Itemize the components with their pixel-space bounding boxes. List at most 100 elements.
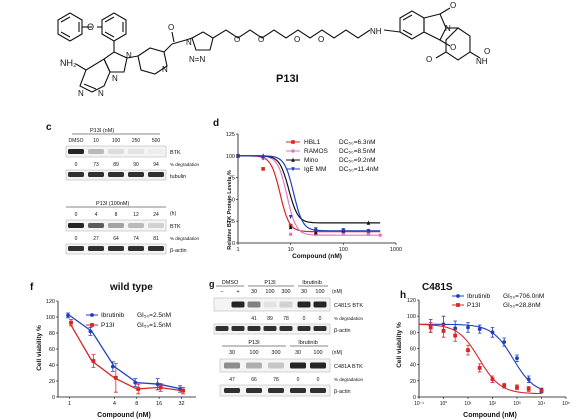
- panel-f-point: [181, 388, 185, 393]
- panel-d-ytick: 0: [232, 241, 235, 247]
- btk-band: [128, 223, 144, 228]
- panel-f-point: [113, 375, 118, 380]
- c481s-btk-band: [263, 301, 277, 308]
- panel-f-point: [69, 320, 73, 325]
- panel-f-point: [110, 364, 115, 369]
- blot1-degradation-value: 0: [75, 162, 78, 168]
- panel-h-point: [526, 377, 531, 382]
- blot2-degradation-value: 64: [113, 236, 119, 242]
- actin-band: [88, 246, 104, 251]
- panel-d-point: [313, 230, 318, 235]
- peg-o1: O: [234, 35, 240, 44]
- panel-h-legend-marker: [456, 303, 460, 307]
- actin-band: [68, 246, 84, 251]
- g1-header-dmso: DMSO: [222, 280, 239, 286]
- panel-h-point: [539, 388, 544, 393]
- panel-h-point: [453, 333, 458, 338]
- panel-f-legend-name: Ibrutinib: [101, 312, 125, 319]
- panel-h-point: [515, 356, 519, 361]
- linker-nh: NH: [370, 27, 382, 36]
- panel-h: h C481S Cell viability % Compound (nM) 0…: [396, 282, 570, 419]
- g1-unit: (nM): [332, 289, 343, 295]
- panel-f-point: [155, 382, 160, 387]
- actin-band: [108, 246, 124, 251]
- tubulin-band: [88, 172, 104, 177]
- panel-h-ytick: 20: [410, 379, 416, 385]
- tubulin-band: [108, 172, 124, 177]
- panel-h-xtick: 10²: [489, 401, 497, 407]
- tubulin-band: [128, 172, 144, 177]
- panel-d-ylabel: Relative BTK Protein Levels %: [227, 170, 233, 250]
- panel-d-legend-dc: DC₅₀=11.4nM: [339, 166, 379, 173]
- panel-d: d Relative BTK Protein Levels % Compound…: [213, 118, 402, 260]
- blot2-lane-label: 4: [95, 212, 98, 218]
- panel-h-xtick: 10³: [513, 401, 521, 407]
- panel-d-point: [366, 232, 371, 237]
- panel-f-ytick: 120: [46, 299, 55, 305]
- blot2-header: P13I (100nM): [96, 201, 129, 207]
- panel-h-point: [490, 330, 495, 335]
- panel-d-legend-dc: DC₅₀=9.2nM: [339, 157, 376, 164]
- blot1-degradation-label: % degradation: [170, 162, 200, 167]
- pyrimidine-n: N: [78, 89, 84, 98]
- panel-d-legend-dc: DC₅₀=6.3nM: [339, 139, 376, 146]
- g1-actin-band: [263, 326, 277, 331]
- btk-band: [148, 223, 164, 228]
- blot1-degradation-value: 89: [113, 162, 119, 168]
- panel-f-legend-gi: GI₅₀=1.5nM: [137, 322, 171, 329]
- g2-degradation-value: 0: [317, 377, 320, 383]
- panel-f-xlabel: Compound (nM): [97, 412, 151, 419]
- g1-header-ibrutinib: Ibrutinib: [302, 280, 322, 286]
- panel-h-xtick: 10¹: [464, 401, 472, 407]
- panel-f-ytick: 40: [49, 363, 55, 369]
- blot2-actin-label: β-actin: [170, 248, 187, 254]
- panel-h-point: [466, 325, 470, 330]
- g1-actin-band: [313, 326, 327, 331]
- peg-o4: O: [318, 35, 324, 44]
- c481a-btk-band: [310, 362, 326, 369]
- blot2-degradation-value: 81: [153, 236, 159, 242]
- blot1-header: P13I (nM): [90, 128, 114, 134]
- g1-actin-band: [247, 326, 261, 331]
- btk-band: [88, 223, 104, 228]
- panel-c-letter: c: [46, 122, 52, 133]
- panel-d-point: [288, 232, 293, 237]
- blot1-degradation-value: 94: [153, 162, 159, 168]
- panel-h-point: [428, 325, 433, 330]
- blot2-degradation-value: 0: [75, 236, 78, 242]
- panel-f-title: wild type: [109, 282, 153, 293]
- panel-h-point: [490, 377, 495, 382]
- panel-f-series-line: [68, 322, 182, 392]
- panel-f-point: [66, 313, 70, 318]
- blot2-btk-label: BTK: [170, 224, 181, 230]
- imide-n: N: [445, 24, 451, 33]
- pyrazole-ring: [103, 51, 128, 73]
- btk-band: [128, 149, 144, 154]
- blot1-lane-label: 500: [152, 138, 161, 144]
- panel-h-point: [477, 327, 482, 331]
- c481s-btk-band: [231, 301, 245, 308]
- panel-f-legend-gi: GI₅₀=2.5nM: [137, 312, 171, 319]
- panel-f-xtick: 16: [156, 401, 162, 407]
- glutarimide-ring: [445, 27, 471, 61]
- triazole-n-eq: N=N: [189, 55, 205, 64]
- triazole-ring: [191, 31, 214, 51]
- btk-band: [68, 223, 84, 228]
- g2-header-p13i: P13I: [248, 340, 260, 346]
- blot2-degradation-value: 27: [93, 236, 99, 242]
- g1-lane-label: 100: [265, 289, 274, 295]
- panel-d-xtick: 100: [339, 247, 348, 253]
- c481a-btk-band: [268, 362, 284, 369]
- g2-lane-label: 30: [229, 350, 235, 356]
- panel-f-ytick: 80: [49, 331, 55, 337]
- panel-f-ytick: 20: [49, 379, 55, 385]
- panel-h-legend-marker: [456, 294, 460, 298]
- panel-h-point: [466, 348, 470, 353]
- panel-h-point: [515, 385, 519, 390]
- panel-d-legend-marker: [291, 167, 295, 172]
- panel-f-xtick: 1: [68, 401, 71, 407]
- g1-lane-label: 30: [301, 289, 307, 295]
- g2-degradation-value: 78: [273, 377, 279, 383]
